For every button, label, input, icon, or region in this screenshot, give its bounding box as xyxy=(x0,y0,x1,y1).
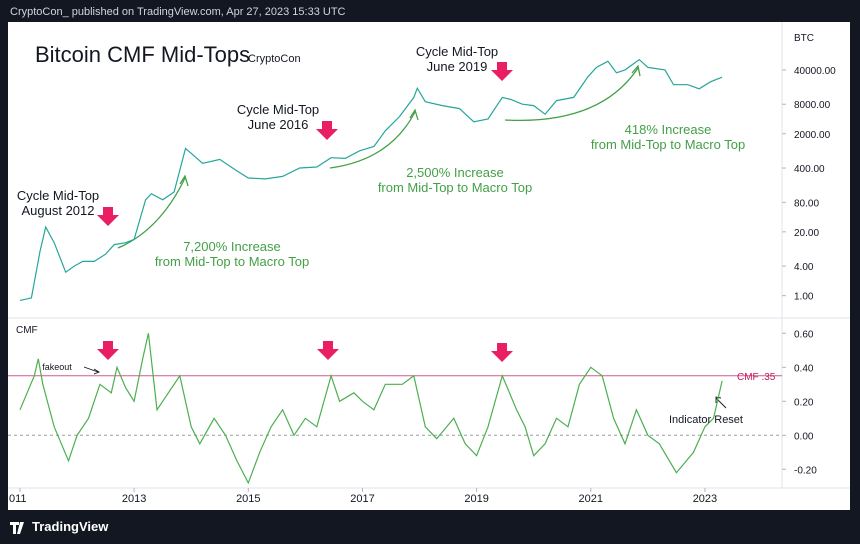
y-tick-label: 0.40 xyxy=(794,363,814,374)
x-tick-label: 011 xyxy=(9,493,27,505)
x-tick-label: 2021 xyxy=(579,493,603,505)
annotation: June 2019 xyxy=(427,59,488,74)
pane-title: CMF xyxy=(16,325,38,336)
y-tick-label: 0.00 xyxy=(794,431,814,442)
chart-title: Bitcoin CMF Mid-Tops xyxy=(35,42,250,67)
cmf-arrow xyxy=(317,341,339,360)
curve-arrow xyxy=(329,111,416,169)
annotation: Cycle Mid-Top xyxy=(17,188,99,203)
annotation: from Mid-Top to Macro Top xyxy=(155,254,309,269)
y-tick-label: 1.00 xyxy=(794,292,814,303)
annotation: 7,200% Increase xyxy=(183,239,281,254)
arrow-head xyxy=(409,108,419,121)
annotation: fakeout xyxy=(42,362,72,372)
reference-label: CMF .35 xyxy=(737,372,776,383)
header-text: CryptoCon_ published on TradingView.com,… xyxy=(10,6,346,18)
arrow-head xyxy=(179,174,189,187)
x-tick-label: 2017 xyxy=(350,493,374,505)
mid-top-arrow xyxy=(316,121,338,140)
cmf-arrow xyxy=(491,343,513,362)
arrow-head xyxy=(715,396,722,403)
curve-arrows xyxy=(117,64,641,249)
y-tick-label: 400.00 xyxy=(794,164,825,175)
logo-icon xyxy=(10,522,24,534)
chart-area xyxy=(8,22,850,510)
annotation: 418% Increase xyxy=(625,122,712,137)
arrow-head xyxy=(631,64,641,77)
footer-logo: TradingView xyxy=(32,519,109,534)
y-tick-label: 8000.00 xyxy=(794,100,831,111)
y-tick-label: 4.00 xyxy=(794,262,814,273)
y-tick-label: 20.00 xyxy=(794,228,819,239)
annotation: June 2016 xyxy=(248,117,309,132)
mid-top-arrow xyxy=(97,207,119,226)
arrows xyxy=(97,62,513,362)
y-tick-label: 80.00 xyxy=(794,198,819,209)
annotation: August 2012 xyxy=(21,203,94,218)
y-tick-label: 40000.00 xyxy=(794,66,836,77)
y-tick-label: 0.60 xyxy=(794,329,814,340)
annotation: Cycle Mid-Top xyxy=(237,102,319,117)
fakeout-pointer xyxy=(83,366,99,373)
arrow-head xyxy=(93,368,101,375)
series-line xyxy=(19,58,723,301)
series-line xyxy=(19,333,723,485)
x-tick-label: 2015 xyxy=(236,493,260,505)
cmf-arrow xyxy=(97,341,119,360)
y-tick-label: 2000.00 xyxy=(794,130,831,141)
y-tick-label: 0.20 xyxy=(794,397,814,408)
y-tick-label: -0.20 xyxy=(794,465,817,476)
annotation: Indicator Reset xyxy=(669,414,743,426)
y-axis-label: BTC xyxy=(794,33,814,44)
curve-arrow xyxy=(117,177,186,249)
x-tick-label: 2023 xyxy=(693,493,717,505)
curve-arrow xyxy=(504,67,639,122)
annotation: 2,500% Increase xyxy=(406,165,504,180)
annotation: Cycle Mid-Top xyxy=(416,44,498,59)
x-tick-label: 2019 xyxy=(464,493,488,505)
mid-top-arrow xyxy=(491,62,513,81)
annotation: from Mid-Top to Macro Top xyxy=(591,137,745,152)
x-tick-label: 2013 xyxy=(122,493,146,505)
annotation: from Mid-Top to Macro Top xyxy=(378,180,532,195)
chart-subtitle: CryptoCon xyxy=(248,53,301,65)
